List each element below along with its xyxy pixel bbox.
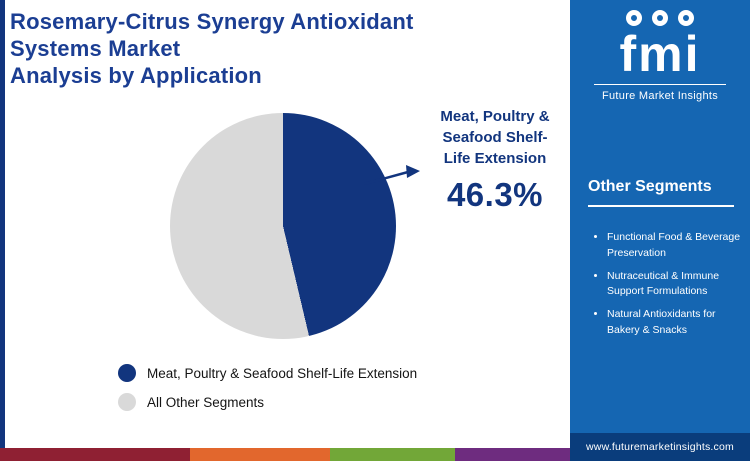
footer-stripe-segment bbox=[455, 448, 570, 461]
logo-subtitle: Future Market Insights bbox=[601, 90, 719, 102]
footer-stripe-segment bbox=[190, 448, 330, 461]
legend-item: Meat, Poultry & Seafood Shelf-Life Exten… bbox=[118, 364, 417, 382]
fmi-logo-text: fmi bbox=[619, 26, 701, 82]
logo-pictograms bbox=[570, 10, 750, 27]
callout-value: 46.3% bbox=[446, 176, 544, 213]
legend-item: All Other Segments bbox=[118, 393, 417, 411]
footer-stripe-segment bbox=[330, 448, 455, 461]
legend-label: Meat, Poultry & Seafood Shelf-Life Exten… bbox=[147, 365, 418, 381]
legend: Meat, Poultry & Seafood Shelf-Life Exten… bbox=[118, 364, 417, 422]
callout-label-line-3: Life Extension bbox=[443, 150, 547, 167]
other-segments-list: Functional Food & Beverage Preservation … bbox=[594, 230, 742, 346]
other-segment-item: Functional Food & Beverage Preservation bbox=[607, 230, 742, 262]
title-line-3: Analysis by Application bbox=[10, 63, 262, 88]
footer-stripe-segment bbox=[0, 448, 190, 461]
fmi-logo: fmi Future Market Insights bbox=[570, 10, 750, 102]
footer-stripe bbox=[0, 448, 570, 461]
other-segment-item: Nutraceutical & Immune Support Formulati… bbox=[607, 269, 742, 301]
page-title: Rosemary-Citrus Synergy Antioxidant Syst… bbox=[10, 8, 414, 89]
title-line-2: Systems Market bbox=[10, 36, 181, 61]
other-segment-item: Natural Antioxidants for Bakery & Snacks bbox=[607, 307, 742, 339]
callout: Meat, Poultry & Seafood Shelf- Life Exte… bbox=[412, 106, 578, 213]
left-accent-bar bbox=[0, 0, 5, 461]
logo-plane-icon bbox=[678, 10, 694, 26]
callout-label-line-1: Meat, Poultry & bbox=[440, 108, 550, 125]
logo-divider bbox=[594, 84, 726, 85]
callout-label-line-2: Seafood Shelf- bbox=[442, 129, 548, 146]
sidebar: fmi Future Market Insights Other Segment… bbox=[570, 0, 750, 461]
title-line-1: Rosemary-Citrus Synergy Antioxidant bbox=[10, 9, 414, 34]
legend-label: All Other Segments bbox=[147, 394, 265, 410]
legend-swatch-gray bbox=[118, 393, 136, 411]
pie-chart bbox=[170, 113, 396, 339]
other-segments-heading: Other Segments bbox=[588, 178, 734, 207]
logo-phone-icon bbox=[626, 10, 642, 26]
logo-person-icon bbox=[652, 10, 668, 26]
legend-swatch-blue bbox=[118, 364, 136, 382]
callout-arrow bbox=[363, 165, 420, 186]
website-url: www.futuremarketinsights.com bbox=[570, 433, 750, 461]
